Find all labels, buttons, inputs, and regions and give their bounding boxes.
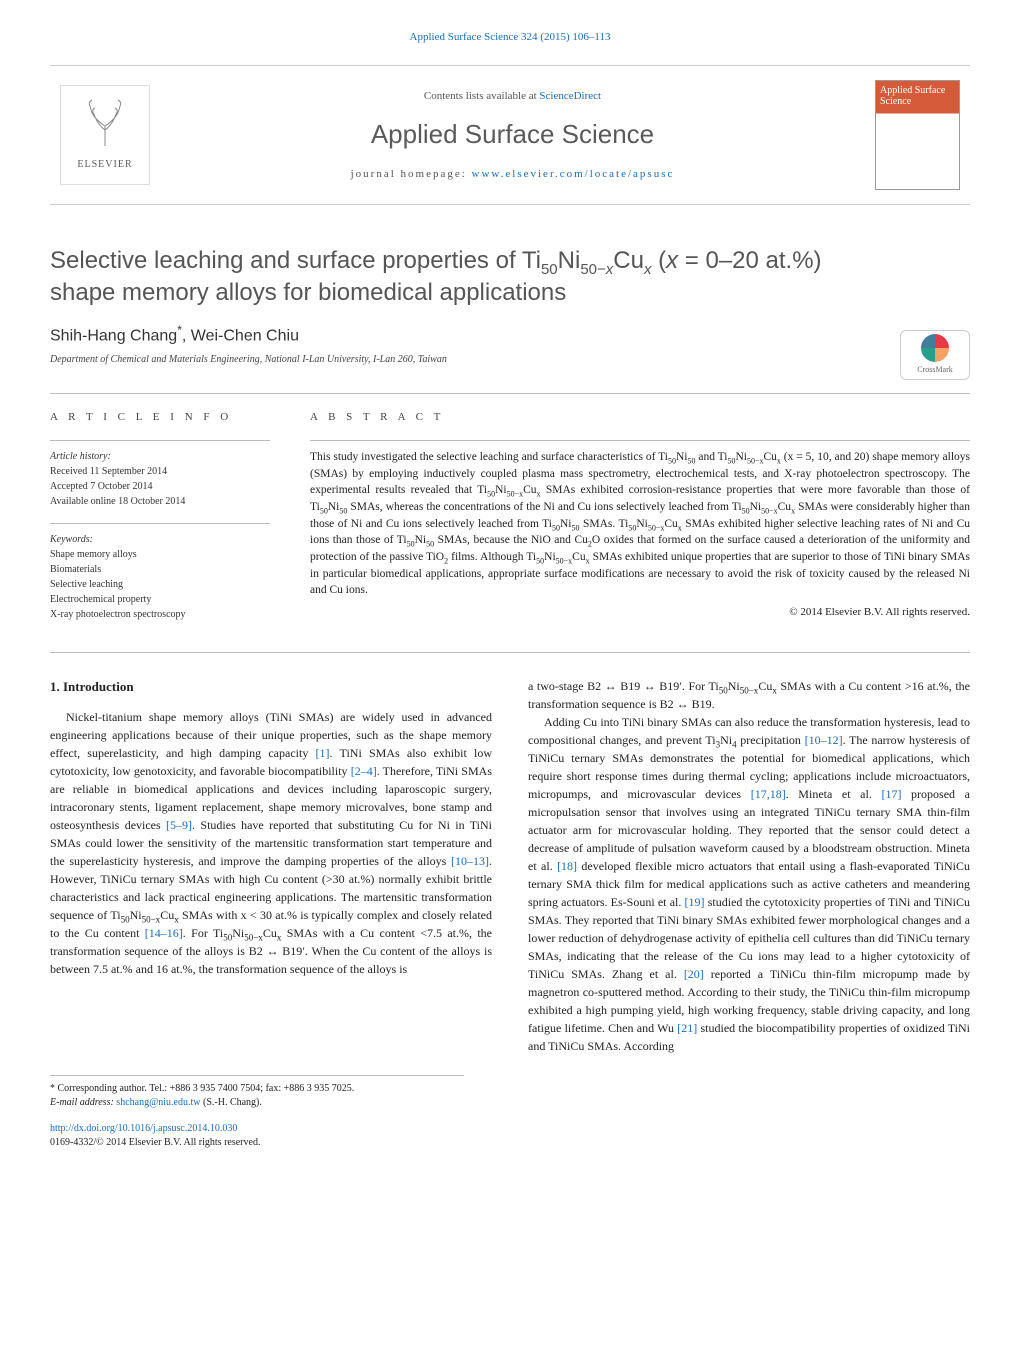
publisher-logo: ELSEVIER	[60, 85, 150, 185]
journal-header: ELSEVIER Contents lists available at Sci…	[50, 65, 970, 205]
keyword: Biomaterials	[50, 562, 270, 577]
journal-cover-thumbnail: Applied Surface Science	[875, 80, 960, 190]
article-info-label: a r t i c l e i n f o	[50, 410, 270, 425]
keyword: Shape memory alloys	[50, 547, 270, 562]
corresponding-author-footnote: * Corresponding author. Tel.: +886 3 935…	[50, 1075, 464, 1110]
column-right: a two-stage B2 ↔ B19 ↔ B19′. For Ti50Ni5…	[528, 677, 970, 1055]
abstract-text: This study investigated the selective le…	[310, 440, 970, 599]
online-date: Available online 18 October 2014	[50, 494, 270, 509]
column-left: 1. Introduction Nickel-titanium shape me…	[50, 677, 492, 1055]
body-columns: 1. Introduction Nickel-titanium shape me…	[50, 677, 970, 1055]
copyright-line: © 2014 Elsevier B.V. All rights reserved…	[310, 605, 970, 620]
authors: Shih-Hang Chang*, Wei-Chen Chiu	[50, 322, 970, 348]
sciencedirect-link[interactable]: ScienceDirect	[539, 90, 601, 102]
divider	[50, 652, 970, 653]
affiliation: Department of Chemical and Materials Eng…	[50, 353, 970, 367]
body-paragraph: a two-stage B2 ↔ B19 ↔ B19′. For Ti50Ni5…	[528, 677, 970, 713]
contents-available: Contents lists available at ScienceDirec…	[150, 89, 875, 104]
crossmark-badge[interactable]: CrossMark	[900, 330, 970, 380]
article-info-block: Article history: Received 11 September 2…	[50, 440, 270, 622]
publisher-name: ELSEVIER	[77, 158, 132, 172]
email-link[interactable]: shchang@niu.edu.tw	[116, 1097, 200, 1108]
received-date: Received 11 September 2014	[50, 464, 270, 479]
elsevier-tree-icon	[82, 98, 128, 154]
body-paragraph: Adding Cu into TiNi binary SMAs can also…	[528, 713, 970, 1055]
abstract-label: a b s t r a c t	[310, 410, 970, 425]
top-citation: Applied Surface Science 324 (2015) 106–1…	[50, 30, 970, 45]
keywords-label: Keywords:	[50, 532, 270, 547]
crossmark-icon	[921, 334, 949, 362]
journal-name: Applied Surface Science	[150, 116, 875, 152]
history-label: Article history:	[50, 449, 270, 464]
divider	[50, 393, 970, 394]
keyword: Electrochemical property	[50, 592, 270, 607]
keyword: X-ray photoelectron spectroscopy	[50, 607, 270, 622]
doi-block: http://dx.doi.org/10.1016/j.apsusc.2014.…	[50, 1122, 970, 1150]
article-title: Selective leaching and surface propertie…	[50, 245, 870, 307]
journal-homepage-link[interactable]: www.elsevier.com/locate/apsusc	[472, 168, 675, 180]
doi-link[interactable]: http://dx.doi.org/10.1016/j.apsusc.2014.…	[50, 1123, 237, 1134]
body-paragraph: Nickel-titanium shape memory alloys (TiN…	[50, 708, 492, 978]
issn-copyright: 0169-4332/© 2014 Elsevier B.V. All right…	[50, 1137, 260, 1148]
journal-homepage: journal homepage: www.elsevier.com/locat…	[150, 167, 875, 182]
corr-author-email: E-mail address: shchang@niu.edu.tw (S.-H…	[50, 1096, 464, 1110]
accepted-date: Accepted 7 October 2014	[50, 479, 270, 494]
section-heading: 1. Introduction	[50, 677, 492, 697]
keyword: Selective leaching	[50, 577, 270, 592]
corr-author-contact: * Corresponding author. Tel.: +886 3 935…	[50, 1082, 464, 1096]
